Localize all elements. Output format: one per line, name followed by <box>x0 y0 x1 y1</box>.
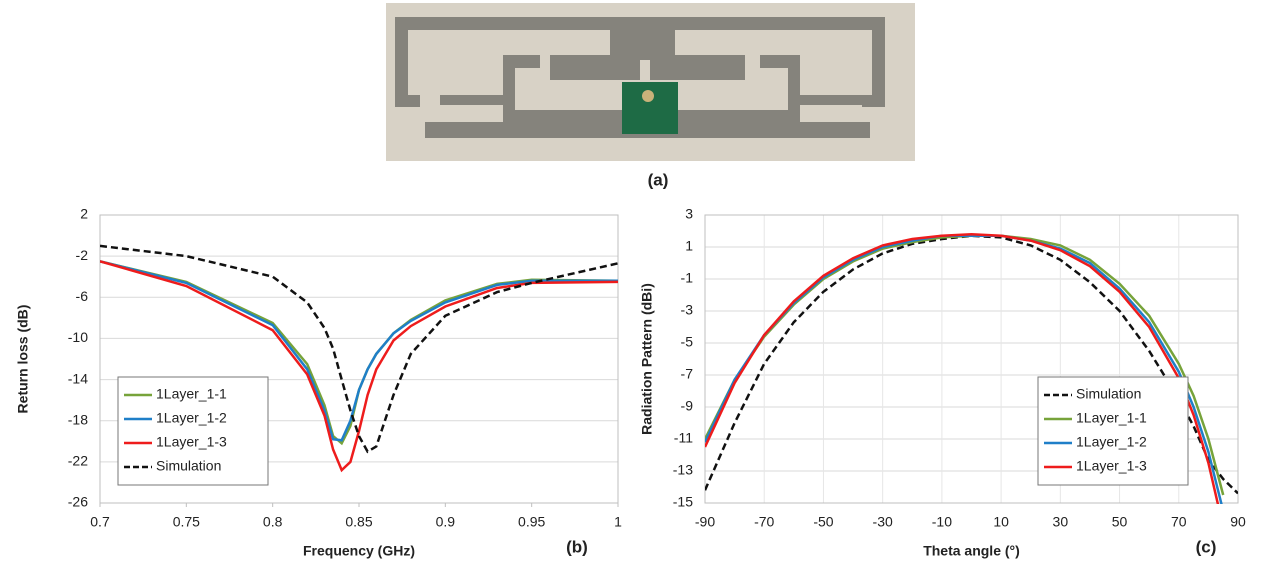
y-tick-label: -13 <box>673 462 693 478</box>
legend-label: 1Layer_1-3 <box>156 434 227 450</box>
y-tick-label: -10 <box>68 329 88 345</box>
x-tick-label: 0.8 <box>263 514 283 530</box>
legend-label: 1Layer_1-1 <box>156 386 227 402</box>
x-axis-title: Theta angle (°) <box>923 543 1020 559</box>
x-tick-label: -30 <box>873 514 893 530</box>
legend-label: 1Layer_1-1 <box>1076 410 1147 426</box>
y-axis-title: Return loss (dB) <box>15 305 31 414</box>
y-tick-label: -26 <box>68 494 88 510</box>
series-line <box>705 234 1238 495</box>
panel-label: (b) <box>566 537 588 556</box>
y-tick-label: -1 <box>681 270 694 286</box>
y-tick-label: -3 <box>681 302 694 318</box>
series-line <box>705 232 1220 504</box>
panel-label: (c) <box>1196 537 1217 556</box>
x-tick-label: -70 <box>754 514 774 530</box>
y-tick-label: 3 <box>685 206 693 222</box>
legend-label: 1Layer_1-2 <box>156 410 227 426</box>
panel-label: (a) <box>648 170 669 189</box>
x-tick-label: -90 <box>695 514 715 530</box>
plot-frame <box>704 214 1239 504</box>
y-axis-title: Radiation Pattern (dBi) <box>639 283 655 435</box>
y-tick-label: -11 <box>674 430 693 446</box>
y-tick-label: -15 <box>673 494 693 510</box>
x-tick-label: 50 <box>1112 514 1128 530</box>
y-tick-label: -18 <box>68 411 88 427</box>
y-tick-label: -2 <box>76 247 89 263</box>
x-tick-label: 10 <box>993 514 1009 530</box>
x-axis-title: Frequency (GHz) <box>303 543 415 559</box>
antenna-photo <box>386 3 915 161</box>
x-tick-label: 0.95 <box>518 514 545 530</box>
y-tick-label: -5 <box>681 334 694 350</box>
legend-label: 1Layer_1-3 <box>1076 458 1147 474</box>
x-tick-label: 1 <box>614 514 622 530</box>
legend-label: Simulation <box>156 458 221 474</box>
x-tick-label: 70 <box>1171 514 1187 530</box>
legend-label: 1Layer_1-2 <box>1076 434 1147 450</box>
x-tick-label: 0.75 <box>173 514 200 530</box>
series-line <box>100 244 618 454</box>
y-tick-label: 1 <box>685 238 693 254</box>
x-tick-label: 0.9 <box>436 514 456 530</box>
plot-frame <box>99 214 619 504</box>
legend-label: Simulation <box>1076 386 1141 402</box>
series-line <box>100 260 618 473</box>
x-tick-label: 0.7 <box>90 514 110 530</box>
x-tick-label: 90 <box>1230 514 1246 530</box>
y-tick-label: -7 <box>681 366 694 382</box>
y-tick-label: -22 <box>68 453 88 469</box>
y-tick-label: 2 <box>80 206 88 222</box>
x-tick-label: 30 <box>1053 514 1069 530</box>
y-tick-label: -9 <box>681 398 694 414</box>
y-tick-label: -14 <box>68 370 88 386</box>
series-line <box>100 260 618 442</box>
y-tick-label: -6 <box>76 288 89 304</box>
x-tick-label: 0.85 <box>345 514 372 530</box>
x-tick-label: -10 <box>932 514 952 530</box>
x-tick-label: -50 <box>813 514 833 530</box>
